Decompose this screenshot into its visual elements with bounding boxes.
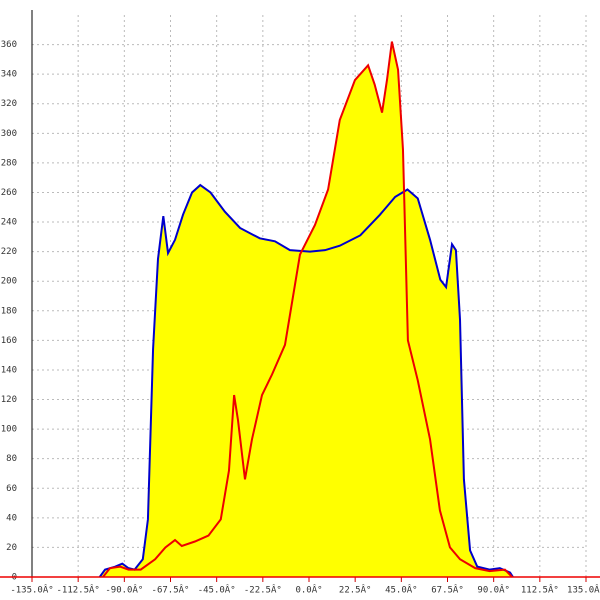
x-tick-label: -67.5Â° [152, 584, 190, 596]
y-tick-label: 300 [1, 129, 17, 139]
x-tick-label: -22.5Â° [244, 584, 282, 596]
x-tick-label: -135.0Â° [10, 584, 53, 596]
x-tick-label: -90.0Â° [105, 584, 143, 596]
line [98, 183, 514, 578]
y-tick-label: 40 [6, 513, 17, 523]
y-tick-label: 320 [1, 99, 17, 109]
y-tick-label: 280 [1, 158, 17, 168]
x-tick-label: 22.5Â° [339, 584, 372, 596]
y-tick-label: 160 [1, 336, 17, 346]
y-tick-label: 20 [6, 543, 17, 553]
x-tick-label: 67.5Â° [431, 584, 464, 596]
y-tick-label: 240 [1, 218, 17, 228]
x-tick-label: 0.0Â° [295, 584, 322, 596]
line [102, 41, 513, 578]
y-tick-label: 200 [1, 277, 17, 287]
x-tick-label: 90.0Â° [477, 584, 510, 596]
y-tick-label: 360 [1, 40, 17, 50]
y-tick-label: 180 [1, 306, 17, 316]
y-tick-label: 120 [1, 395, 17, 405]
x-tick-label: -45.0Â° [198, 584, 236, 596]
y-tick-label: 340 [1, 70, 17, 80]
y-tick-label: 220 [1, 247, 17, 257]
x-tick-label: 112.5Â° [521, 584, 559, 596]
y-tick-label: 140 [1, 365, 17, 375]
y-tick-label: 80 [6, 454, 17, 464]
x-tick-label: -112.5Â° [56, 584, 99, 596]
y-tick-label: 260 [1, 188, 17, 198]
x-tick-label: 45.0Â° [385, 584, 418, 596]
y-tick-label: 60 [6, 484, 17, 494]
area-fill [102, 41, 513, 578]
y-tick-label: 100 [1, 425, 17, 435]
x-tick-label: 135.0Â° [567, 584, 600, 596]
